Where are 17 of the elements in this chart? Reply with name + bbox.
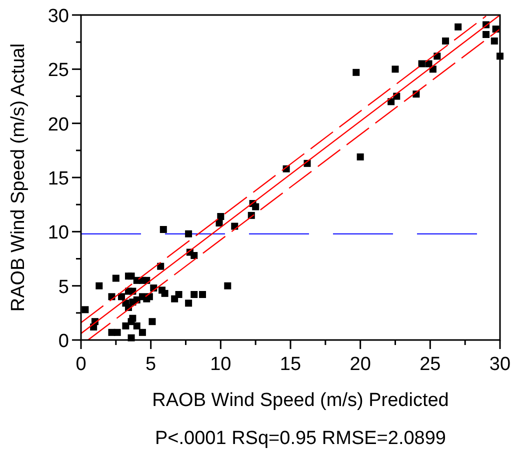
y-tick-label: 25 [48,60,69,82]
y-tick-label: 10 [48,222,69,244]
y-axis-title: RAOB Wind Speed (m/s) Actual [8,43,29,312]
x-tick-label: 10 [210,354,232,375]
x-axis-title: RAOB Wind Speed (m/s) Predicted [152,390,449,411]
y-tick-label: 0 [58,331,69,352]
x-tick-label: 30 [489,354,511,375]
y-tick-label: 5 [58,276,69,298]
x-tick-label: 5 [146,354,156,375]
text: P<.0001 RSq=0.95 RMSE=2.0899 [154,428,446,449]
x-tick-label: 20 [350,354,371,375]
y-tick-label: 20 [48,114,69,136]
y-tick-label: 15 [48,168,69,190]
y-tick-label: 30 [48,6,69,27]
x-tick-label: 15 [280,354,302,375]
x-tick-label: 0 [76,354,86,375]
x-tick-label: 25 [420,354,441,375]
